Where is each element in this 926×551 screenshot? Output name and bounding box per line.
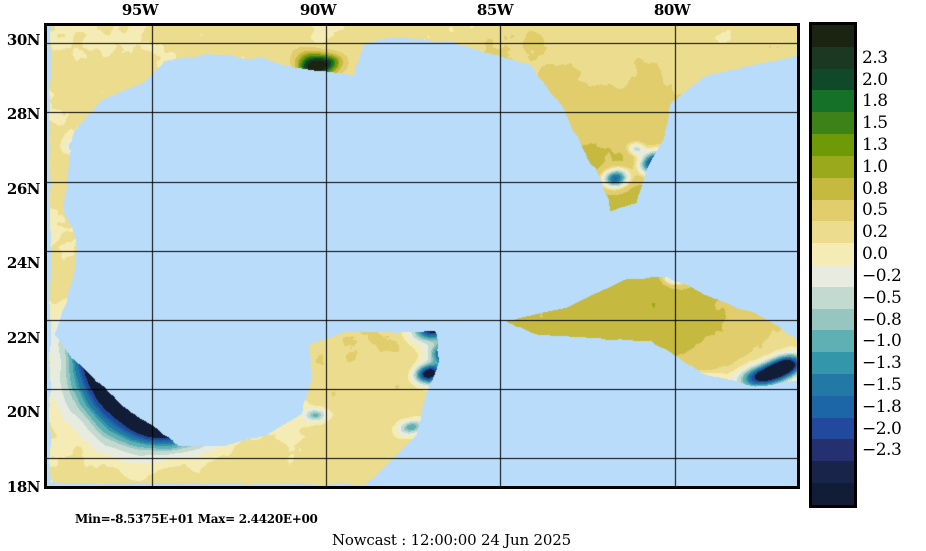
latitude-tick-label: 26N [6,180,41,198]
colorbar-band [812,286,854,309]
colorbar-band [812,221,854,244]
nowcast-caption: Nowcast : 12:00:00 24 Jun 2025 [332,531,571,549]
colorbar-tick-label: 0.2 [862,222,888,243]
map-plot-area[interactable] [44,23,800,489]
colorbar-tick-label: 0.0 [862,244,888,265]
colorbar-band [812,483,854,505]
longitude-tick-label: 95W [121,1,159,19]
latitude-tick-label: 24N [6,254,41,272]
colorbar-band [812,90,854,113]
colorbar-tick-label: −1.0 [862,331,902,352]
colorbar-tick-label: −2.0 [862,418,902,439]
colorbar-band [812,374,854,396]
latitude-tick-label: 28N [6,105,41,123]
colorbar-band [812,243,854,265]
colorbar-tick-label: 1.8 [862,91,888,112]
colorbar-tick-label: 1.5 [862,113,888,134]
colorbar-tick-label: −0.5 [862,287,902,308]
colorbar-band [812,439,854,462]
latitude-tick-label: 22N [6,329,41,347]
latitude-tick-label: 30N [6,31,41,49]
colorbar-band [812,177,854,200]
longitude-tick-label: 90W [299,1,337,19]
colorbar-band [812,199,854,222]
colorbar-band [812,25,854,47]
contour-field-canvas [47,26,797,486]
colorbar[interactable] [809,22,857,508]
colorbar-tick-label: −0.8 [862,309,902,330]
colorbar-band [812,352,854,374]
colorbar-band [812,308,854,331]
colorbar-tick-label: 2.0 [862,69,888,90]
colorbar-band [812,155,854,178]
colorbar-tick-label: 2.3 [862,47,888,68]
colorbar-tick-label: −1.5 [862,375,902,395]
latitude-tick-label: 18N [6,478,41,496]
colorbar-band [812,395,854,418]
longitude-tick-label: 85W [476,1,514,19]
colorbar-band [812,46,854,69]
colorbar-band [812,134,854,156]
longitude-tick-label: 80W [653,1,691,19]
colorbar-band [812,330,854,353]
colorbar-tick-label: 1.0 [862,156,888,177]
colorbar-tick-label: 1.3 [862,135,888,155]
colorbar-band [812,112,854,135]
colorbar-band [812,417,854,440]
colorbar-tick-label: 0.5 [862,200,888,221]
colorbar-band [812,68,854,91]
minmax-readout: Min=-8.5375E+01 Max= 2.4420E+00 [75,512,318,526]
colorbar-band [812,461,854,484]
colorbar-band [812,264,854,287]
colorbar-tick-label: −0.2 [862,265,902,286]
colorbar-tick-label: −1.3 [862,353,902,374]
colorbar-tick-label: −1.8 [862,396,902,417]
colorbar-tick-label: 0.8 [862,178,888,199]
colorbar-tick-label: −2.3 [862,440,902,461]
latitude-tick-label: 20N [6,403,41,421]
